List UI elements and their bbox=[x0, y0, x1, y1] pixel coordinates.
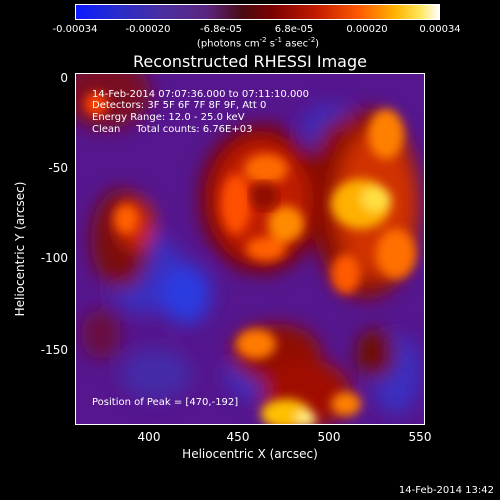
colorbar-tick: -6.8e-05 bbox=[200, 24, 242, 35]
colorbar-tick: 0.00020 bbox=[346, 24, 388, 35]
colorbar-tick: 0.00034 bbox=[419, 24, 461, 35]
info-time-range: 14-Feb-2014 07:07:36.000 to 07:11:10.000 bbox=[92, 89, 310, 100]
timestamp: 14-Feb-2014 13:42 bbox=[398, 485, 494, 496]
info-energy-range: Energy Range: 12.0 - 25.0 keV bbox=[92, 112, 245, 123]
colorbar bbox=[75, 4, 440, 20]
y-tick-label: -100 bbox=[40, 251, 68, 265]
colorbar-tick: -0.00020 bbox=[125, 24, 171, 35]
image-map bbox=[76, 74, 424, 424]
rhessi-image bbox=[75, 73, 425, 425]
x-tick-label: 500 bbox=[317, 430, 341, 444]
x-tick-label: 400 bbox=[137, 430, 161, 444]
info-detectors: Detectors: 3F 5F 6F 7F 8F 9F, Att 0 bbox=[92, 100, 267, 111]
y-tick-label: 0 bbox=[60, 71, 68, 85]
info-peak-position: Position of Peak = [470,-192] bbox=[92, 397, 239, 408]
info-total-counts: Clean Total counts: 6.76E+03 bbox=[92, 124, 253, 135]
x-tick-label: 550 bbox=[408, 430, 432, 444]
image-title: Reconstructed RHESSI Image bbox=[133, 52, 367, 71]
y-tick-label: -50 bbox=[48, 161, 68, 175]
colorbar-tick: 6.8e-05 bbox=[274, 24, 314, 35]
colorbar-unit: (photons cm-2 s-1 asec-2) bbox=[196, 36, 320, 50]
x-tick-label: 450 bbox=[226, 430, 250, 444]
y-axis-label: Heliocentric Y (arcsec) bbox=[13, 181, 27, 317]
y-tick-label: -150 bbox=[40, 343, 68, 357]
x-axis-label: Heliocentric X (arcsec) bbox=[182, 447, 318, 461]
colorbar-tick: -0.00034 bbox=[52, 24, 98, 35]
